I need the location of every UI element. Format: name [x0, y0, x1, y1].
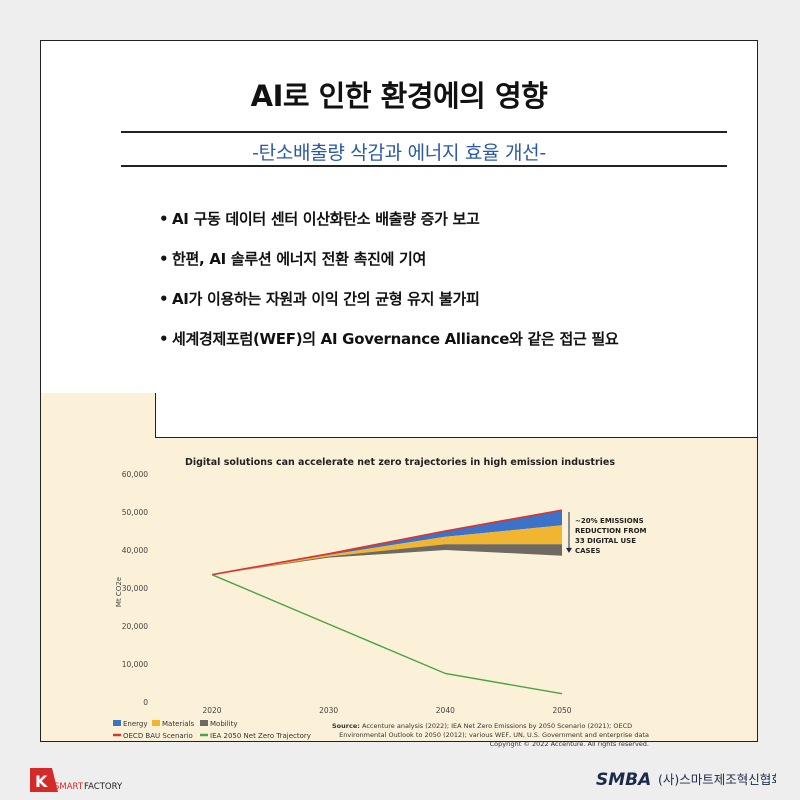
- bullet-item: • 세계경제포럼(WEF)의 AI Governance Alliance와 같은…: [159, 330, 619, 348]
- panel-notch: [155, 393, 757, 438]
- bullet-item: • AI 구동 데이터 센터 이산화탄소 배출량 증가 보고: [159, 210, 480, 228]
- k-logo-shape: [30, 768, 58, 792]
- content-card: AI로 인한 환경에의 영향 -탄소배출량 삭감과 에너지 효율 개선- • AI…: [40, 40, 758, 742]
- title-divider-top: [121, 131, 727, 133]
- k-logo-factory: FACTORY: [84, 782, 123, 792]
- bullet-text: AI가 이용하는 자원과 이익 간의 균형 유지 불가피: [172, 290, 480, 308]
- k-smart-factory-logo: K SMART FACTORY: [30, 768, 123, 792]
- k-logo-letter: K: [35, 772, 48, 791]
- smba-mark: SMBA: [596, 770, 651, 790]
- chart-panel: [41, 393, 757, 741]
- bullet-item: • AI가 이용하는 자원과 이익 간의 균형 유지 불가피: [159, 290, 480, 308]
- bullet-text: 세계경제포럼(WEF)의 AI Governance Alliance와 같은 …: [172, 330, 619, 348]
- smba-text: (사)스마트제조혁신협회: [658, 772, 776, 787]
- title-divider-bottom: [121, 165, 727, 167]
- page-subtitle: -탄소배출량 삭감과 에너지 효율 개선-: [252, 142, 546, 164]
- smba-logo: SMBA (사)스마트제조혁신협회: [596, 770, 776, 790]
- bullet-text: 한편, AI 솔루션 에너지 전환 촉진에 기여: [172, 250, 427, 268]
- bullet-item: • 한편, AI 솔루션 에너지 전환 촉진에 기여: [159, 250, 427, 268]
- page-title: AI로 인한 환경에의 영향: [250, 79, 548, 113]
- k-logo-smart: SMART: [54, 782, 84, 792]
- bullet-text: AI 구동 데이터 센터 이산화탄소 배출량 증가 보고: [172, 210, 480, 228]
- bullet-list: • AI 구동 데이터 센터 이산화탄소 배출량 증가 보고 • 한편, AI 솔루…: [159, 209, 619, 369]
